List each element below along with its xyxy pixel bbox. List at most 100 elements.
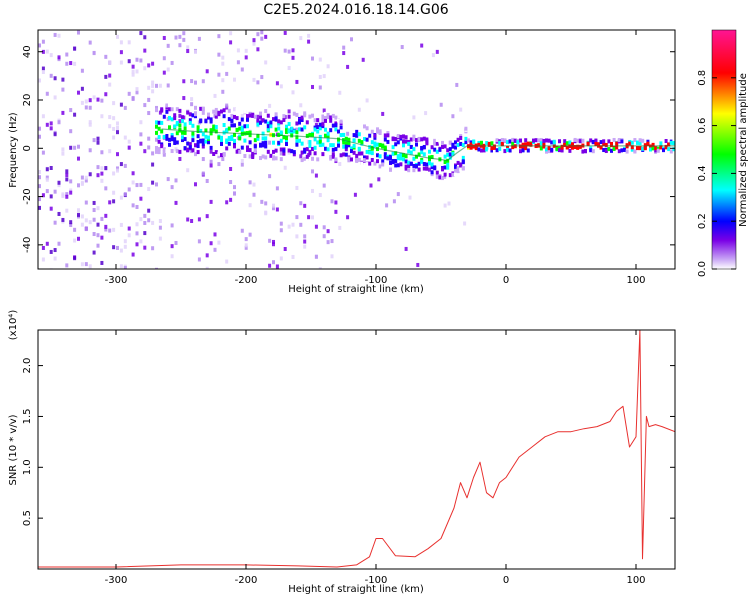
heatmap-cell xyxy=(38,197,41,202)
heatmap-cell xyxy=(229,197,233,202)
heatmap-cell xyxy=(196,134,200,139)
heatmap-cell xyxy=(178,34,182,39)
heatmap-cell xyxy=(207,135,210,140)
heatmap-cell xyxy=(456,169,460,174)
heatmap-cell xyxy=(464,136,468,141)
colorbar: 0.0 0.2 0.4 0.6 0.8 Normalized spectral ampl… xyxy=(697,29,749,277)
heatmap-cell xyxy=(174,178,178,183)
heatmap-cell xyxy=(246,114,249,119)
heatmap-cell xyxy=(287,224,291,229)
heatmap-cell xyxy=(334,147,338,152)
heatmap-cell xyxy=(399,156,403,161)
heatmap-cell xyxy=(205,69,209,74)
heatmap-cell xyxy=(69,179,73,184)
heatmap-cell xyxy=(565,145,569,150)
heatmap-cell xyxy=(147,145,151,150)
heatmap-cell xyxy=(378,154,382,159)
heatmap-cell xyxy=(477,142,481,147)
heatmap-cell xyxy=(235,108,239,113)
heatmap-cell xyxy=(376,129,379,134)
heatmap-cell xyxy=(204,128,208,133)
heatmap-cell xyxy=(135,57,139,62)
colorbar-tick-label: 0.0 xyxy=(697,261,708,277)
heatmap-cell xyxy=(246,145,249,150)
heatmap-cell xyxy=(545,138,548,143)
heatmap-cell xyxy=(604,149,608,154)
heatmap-cell xyxy=(116,130,119,135)
heatmap-cell xyxy=(524,146,528,151)
heatmap-cell xyxy=(127,187,131,192)
heatmap-cell xyxy=(516,140,520,145)
heatmap-cell xyxy=(38,43,41,48)
heatmap-cell xyxy=(212,109,216,114)
heatmap-cell xyxy=(264,140,268,145)
heatmap-cell xyxy=(183,122,187,127)
heatmap-cell xyxy=(300,150,304,155)
heatmap-cell xyxy=(123,244,127,249)
heatmap-cell xyxy=(669,149,673,154)
heatmap-cell xyxy=(264,34,268,39)
heatmap-cell xyxy=(396,140,400,145)
heatmap-cell xyxy=(279,256,283,261)
heatmap-cell xyxy=(519,149,522,154)
heatmap-cell xyxy=(80,214,84,219)
heatmap-cell xyxy=(116,121,119,126)
heatmap-cell xyxy=(212,124,216,129)
heatmap-cell xyxy=(123,266,127,269)
heatmap-cell xyxy=(256,118,260,123)
heatmap-cell xyxy=(88,40,92,45)
heatmap-cell xyxy=(253,114,257,119)
heatmap-cell xyxy=(80,175,84,180)
heatmap-cell xyxy=(100,235,104,240)
heatmap-cell xyxy=(61,110,65,115)
heatmap-cell xyxy=(157,135,161,140)
heatmap-cell xyxy=(221,61,225,66)
heatmap-cell xyxy=(225,138,229,143)
heatmap-cell xyxy=(431,53,435,58)
heatmap-cell xyxy=(667,147,671,152)
heatmap-cell xyxy=(338,225,342,230)
heatmap-cell xyxy=(158,236,162,241)
heatmap-cell xyxy=(240,67,244,72)
heatmap-cell xyxy=(451,172,455,177)
heatmap-cell xyxy=(269,153,273,158)
heatmap-cell xyxy=(127,233,131,238)
heatmap-cell xyxy=(526,142,530,147)
heatmap-cell xyxy=(116,152,119,157)
heatmap-cell xyxy=(342,132,346,137)
heatmap-cell xyxy=(209,199,213,204)
snr-x-tick-label: 0 xyxy=(503,575,509,586)
heatmap-cell xyxy=(204,134,208,139)
heatmap-cell xyxy=(88,264,92,269)
heatmap-cell xyxy=(316,140,320,145)
heatmap-cell xyxy=(252,182,256,187)
heatmap-cell xyxy=(207,140,210,145)
heatmap-cell xyxy=(201,110,205,115)
heatmap-cell xyxy=(244,243,248,248)
heatmap-cell xyxy=(274,112,278,117)
heatmap-cell xyxy=(610,141,613,146)
heatmap-cell xyxy=(558,139,561,144)
heatmap-cell xyxy=(243,138,247,143)
heatmap-cell xyxy=(339,133,343,138)
heatmap-cell xyxy=(213,93,217,98)
heatmap-cell xyxy=(214,129,218,134)
heatmap-cell xyxy=(201,157,205,162)
heatmap-cell xyxy=(391,136,395,141)
heatmap-cell xyxy=(539,146,543,151)
heatmap-cell xyxy=(96,233,100,238)
heatmap-cell xyxy=(334,200,338,205)
heatmap-cell xyxy=(334,127,338,132)
heatmap-cell xyxy=(322,108,326,113)
heatmap-cell xyxy=(279,84,283,89)
heatmap-cell xyxy=(415,164,418,169)
heatmap-cell xyxy=(183,146,187,151)
heatmap-cell xyxy=(243,154,247,159)
heatmap-cell xyxy=(435,137,439,142)
heatmap-cell xyxy=(209,117,213,122)
heatmap-cell xyxy=(563,142,567,147)
heatmap-cell xyxy=(272,156,275,161)
heatmap-cell xyxy=(361,57,365,62)
heatmap-cell xyxy=(490,141,494,146)
snr-scale-label: (x10⁴) xyxy=(8,310,19,341)
